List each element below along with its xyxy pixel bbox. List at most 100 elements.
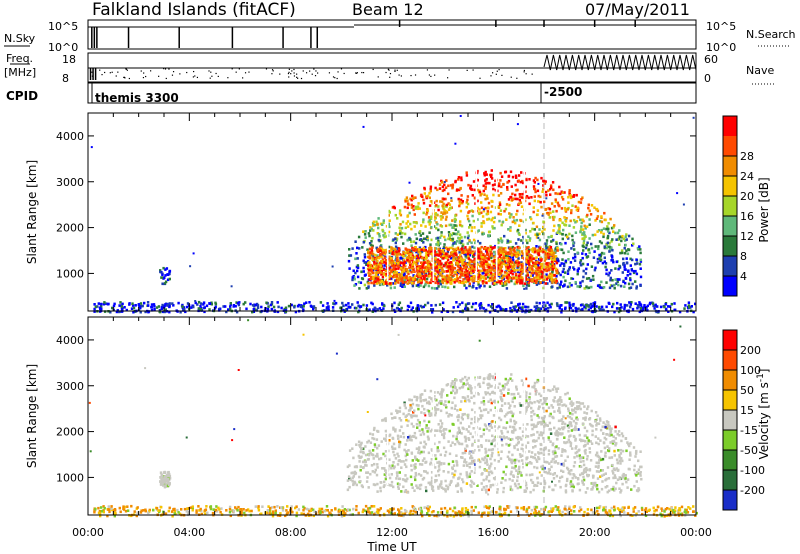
power-pixel <box>396 264 399 268</box>
power-pixel <box>422 305 425 309</box>
power-pixel <box>558 225 561 229</box>
velocity-pixel <box>160 477 164 481</box>
power-pixel <box>460 236 463 239</box>
power-pixel <box>439 265 442 269</box>
power-pixel <box>448 261 451 265</box>
power-pixel <box>535 279 538 282</box>
power-pixel <box>440 274 443 278</box>
power-pixel <box>551 281 554 284</box>
power-pixel <box>444 285 447 289</box>
power-pixel <box>587 286 591 290</box>
power-pixel <box>519 268 522 271</box>
power-pixel <box>448 223 451 227</box>
power-pixel <box>627 234 631 238</box>
power-pixel <box>470 241 473 245</box>
power-pixel <box>518 195 522 199</box>
power-pixel <box>377 248 380 251</box>
velocity-pixel <box>408 512 411 516</box>
power-pixel <box>492 220 496 224</box>
power-pixel <box>585 225 589 228</box>
velocity-pixel <box>287 511 290 514</box>
power-pixel <box>386 284 389 287</box>
power-pixel <box>498 273 501 277</box>
power-pixel <box>525 284 529 287</box>
power-pixel <box>581 244 584 248</box>
power-pixel <box>492 273 495 276</box>
power-pixel <box>131 302 134 305</box>
power-pixel <box>506 259 509 262</box>
velocity-pixel <box>663 515 666 518</box>
power-pixel <box>395 271 398 274</box>
power-pixel <box>419 304 422 308</box>
power-pixel <box>394 248 397 252</box>
power-pixel <box>550 186 553 189</box>
power-pixel <box>625 238 628 241</box>
power-pixel <box>518 246 521 250</box>
power-pixel <box>356 275 360 279</box>
power-pixel <box>164 308 167 311</box>
power-pixel <box>516 259 519 263</box>
power-pixel <box>367 271 370 275</box>
power-pixel <box>561 198 565 201</box>
power-pixel <box>537 253 541 257</box>
power-pixel <box>496 260 500 263</box>
power-pixel <box>450 238 453 242</box>
power-pixel <box>595 217 599 220</box>
power-pixel <box>564 306 567 310</box>
power-pixel <box>397 308 401 311</box>
power-pixel <box>444 224 448 228</box>
power-pixel <box>453 249 457 253</box>
velocity-pixel <box>427 509 430 513</box>
power-pixel <box>404 200 407 203</box>
velocity-pixel <box>167 509 170 513</box>
power-pixel <box>511 220 514 224</box>
power-pixel <box>555 261 559 265</box>
power-pixel <box>562 275 565 279</box>
power-pixel <box>424 248 427 252</box>
power-pixel <box>466 274 470 278</box>
power-pixel <box>366 260 370 263</box>
power-pixel <box>400 282 403 285</box>
velocity-pixel <box>631 514 634 517</box>
velocity-pixel <box>644 508 647 512</box>
power-pixel <box>510 248 513 252</box>
power-pixel <box>462 251 465 254</box>
power-pixel <box>440 310 443 314</box>
nave-point <box>279 73 281 75</box>
power-pixel <box>436 258 440 261</box>
power-pixel <box>536 209 540 212</box>
power-pixel <box>476 188 480 192</box>
power-pixel <box>144 310 147 314</box>
power-pixel <box>437 247 440 251</box>
power-pixel <box>507 228 510 231</box>
power-pixel <box>558 185 561 189</box>
power-pixel <box>377 276 380 279</box>
power-pixel <box>510 254 513 257</box>
power-pixel <box>255 309 258 312</box>
power-pixel <box>623 307 626 311</box>
power-pixel <box>605 272 608 276</box>
power-pixel <box>327 308 330 312</box>
velocity-pixel <box>302 505 305 509</box>
power-pixel <box>492 260 496 263</box>
power-pixel <box>579 303 583 307</box>
power-pixel <box>158 308 162 312</box>
power-pixel <box>546 276 549 279</box>
velocity-pixel <box>579 508 583 511</box>
power-pixel <box>498 255 501 258</box>
power-pixel <box>426 209 429 212</box>
power-pixel <box>362 303 365 307</box>
power-pixel <box>528 202 531 206</box>
power-pixel <box>631 258 634 262</box>
power-pixel <box>556 246 559 250</box>
power-pixel <box>468 226 471 229</box>
power-pixel <box>500 307 503 311</box>
power-pixel <box>471 269 475 273</box>
velocity-pixel <box>656 505 660 509</box>
power-pixel <box>470 187 473 191</box>
power-pixel <box>408 281 411 284</box>
power-pixel <box>508 203 511 207</box>
power-pixel <box>422 241 425 244</box>
power-pixel <box>528 237 532 240</box>
power-pixel <box>477 254 480 257</box>
